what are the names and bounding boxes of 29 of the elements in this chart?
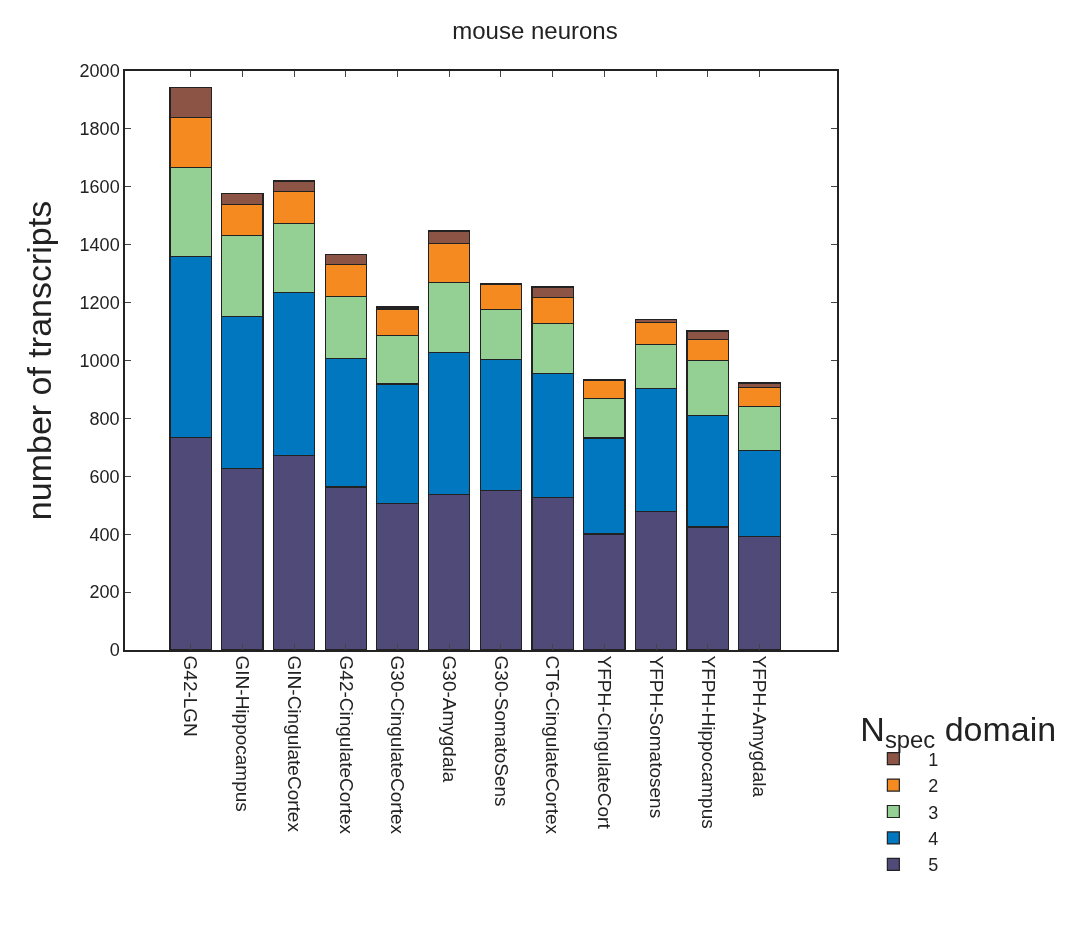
x-tick-label: GIN-CingulateCortex: [283, 655, 305, 833]
x-tick-label: YFPH-Somatosens: [645, 655, 667, 819]
y-tick-label: 1000: [79, 350, 120, 371]
chart-title: mouse neurons: [452, 16, 618, 44]
x-tick-label: G42-LGN: [180, 655, 202, 737]
x-tick-label: G42-CingulateCortex: [335, 655, 357, 835]
legend-label: 2: [928, 776, 939, 797]
x-tick-label: GIN-Hippocampus: [232, 655, 254, 812]
y-tick-label: 1600: [79, 177, 120, 198]
x-tick-label: YFPH-Hippocampus: [697, 655, 719, 829]
x-tick-label: CT6-CingulateCortex: [542, 655, 564, 835]
y-tick-label: 200: [89, 582, 120, 603]
y-tick-label: 400: [89, 524, 120, 545]
y-tick-label: 0: [109, 640, 120, 661]
x-tick-label: G30-CingulateCortex: [387, 655, 409, 835]
y-tick-label: 600: [89, 466, 120, 487]
x-tick-label: G30-Amygdala: [439, 655, 461, 783]
x-tick-label: YFPH-Amygdala: [749, 655, 771, 798]
y-tick-label: 800: [89, 408, 120, 429]
y-axis-title: number of transcripts: [19, 200, 58, 521]
y-tick-label: 1200: [79, 292, 120, 313]
y-tick-label: 1400: [79, 235, 120, 255]
x-tick-label: YFPH-CingulateCort: [594, 655, 616, 830]
legend-label: 3: [928, 802, 939, 823]
legend-label: 5: [928, 855, 939, 876]
legend-label: 4: [928, 828, 939, 849]
y-tick-label: 1800: [79, 119, 120, 140]
y-tick-label: 2000: [79, 61, 120, 82]
x-tick-label: G30-SomatoSens: [490, 655, 512, 807]
